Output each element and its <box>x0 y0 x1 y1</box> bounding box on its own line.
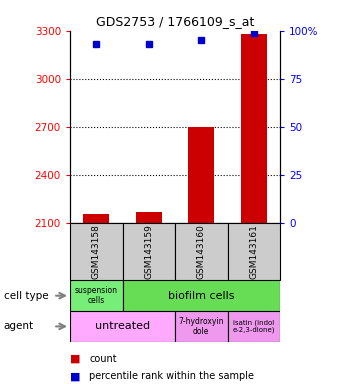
Text: isatin (indol
e-2,3-dione): isatin (indol e-2,3-dione) <box>232 319 275 333</box>
Text: GSM143159: GSM143159 <box>144 224 153 279</box>
Bar <box>175 223 228 280</box>
Bar <box>70 223 122 280</box>
Bar <box>188 127 214 223</box>
Text: biofilm cells: biofilm cells <box>168 291 234 301</box>
Title: GDS2753 / 1766109_s_at: GDS2753 / 1766109_s_at <box>96 15 254 28</box>
Bar <box>122 223 175 280</box>
Text: suspension
cells: suspension cells <box>75 286 118 305</box>
Bar <box>122 280 280 311</box>
Text: count: count <box>89 354 117 364</box>
Text: ■: ■ <box>70 371 80 381</box>
Bar <box>228 311 280 342</box>
Bar <box>175 311 228 342</box>
Text: GSM143161: GSM143161 <box>249 224 258 279</box>
Text: cell type: cell type <box>4 291 48 301</box>
Text: ■: ■ <box>70 354 80 364</box>
Bar <box>228 223 280 280</box>
Text: untreated: untreated <box>95 321 150 331</box>
Text: GSM143160: GSM143160 <box>197 224 206 279</box>
Bar <box>136 212 162 223</box>
Bar <box>83 214 109 223</box>
Text: agent: agent <box>4 321 34 331</box>
Text: GSM143158: GSM143158 <box>92 224 101 279</box>
Bar <box>241 34 267 223</box>
Bar <box>70 280 122 311</box>
Text: 7-hydroxyin
dole: 7-hydroxyin dole <box>178 317 224 336</box>
Bar <box>70 311 175 342</box>
Text: percentile rank within the sample: percentile rank within the sample <box>89 371 254 381</box>
